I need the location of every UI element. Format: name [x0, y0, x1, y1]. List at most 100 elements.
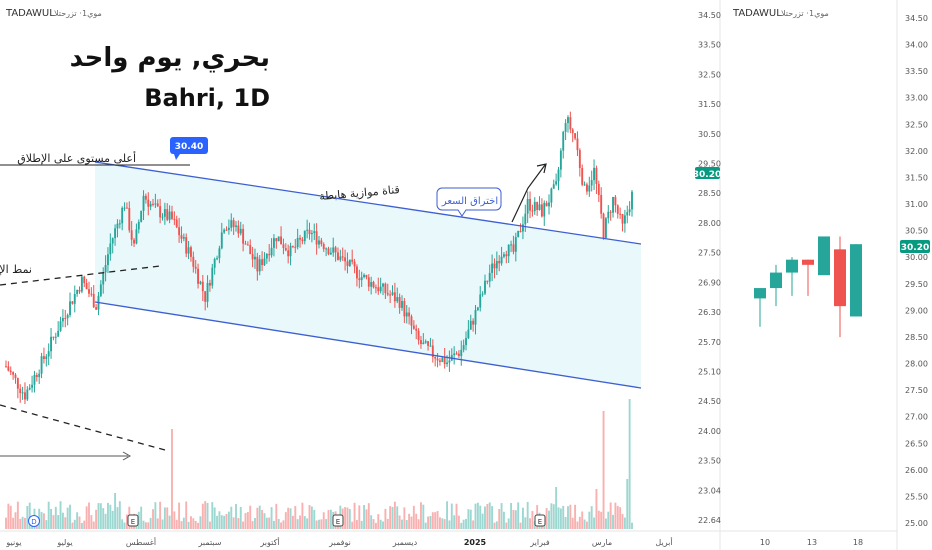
- volume-bar: [306, 518, 309, 529]
- candle-body: [628, 209, 631, 213]
- candle-body: [251, 254, 254, 260]
- candle-body: [351, 259, 354, 262]
- volume-bar: [367, 503, 370, 529]
- volume-bar: [517, 502, 520, 529]
- candle-body: [486, 280, 489, 282]
- volume-bar: [230, 506, 233, 529]
- volume-bar: [206, 502, 209, 529]
- candle-body: [99, 284, 102, 296]
- candle-body: [346, 261, 349, 266]
- candle-body: [182, 237, 185, 239]
- candle-body: [161, 216, 164, 218]
- volume-bar: [600, 511, 603, 529]
- candle-body: [35, 374, 38, 378]
- candle-body: [118, 223, 121, 225]
- volume-bar: [154, 502, 157, 529]
- main-interval-tag[interactable]: موي1: [82, 9, 102, 18]
- time-tick: 2025: [464, 538, 487, 547]
- price-tick: 30.50: [698, 130, 721, 139]
- volume-bar: [187, 521, 190, 529]
- candle-body: [446, 362, 448, 365]
- time-tick: أبريل: [655, 537, 672, 547]
- candle-body: [121, 207, 124, 224]
- volume-bar: [457, 515, 460, 529]
- volume-bar: [88, 502, 90, 529]
- candle-body: [166, 209, 169, 220]
- time-tick: مارس: [592, 538, 612, 547]
- candle-body: [538, 204, 541, 210]
- candle-body: [237, 225, 240, 234]
- volume-bar: [583, 519, 586, 529]
- candle-body: [457, 353, 460, 356]
- candle-body: [536, 201, 539, 210]
- price-tick: 28.50: [698, 189, 721, 198]
- mini-time-tick: 10: [760, 538, 770, 547]
- target-arrow-head: [122, 451, 132, 461]
- candle-body: [270, 247, 273, 256]
- candle-body: [235, 225, 237, 227]
- candle-body: [208, 282, 211, 286]
- volume-bar: [422, 504, 425, 529]
- mini-interval-tag[interactable]: موي1: [809, 9, 829, 18]
- candle-body: [66, 315, 69, 319]
- volume-bar: [308, 505, 311, 529]
- volume-bar: [616, 505, 619, 529]
- volume-bar: [441, 518, 444, 529]
- candle-body: [481, 293, 484, 295]
- mini-symbol[interactable]: TADAWUL: [732, 8, 782, 19]
- volume-bar: [526, 501, 529, 529]
- candle-body: [42, 356, 45, 359]
- volume-bar: [166, 507, 169, 529]
- candle-body: [294, 246, 297, 248]
- volume-bar: [434, 512, 437, 529]
- candle-body: [201, 281, 204, 292]
- candle-body: [602, 213, 605, 238]
- mini-price-tick: 30.50: [905, 227, 928, 236]
- volume-bar: [52, 515, 55, 529]
- mini-price-badge-box: [900, 240, 930, 253]
- candle-body: [78, 289, 81, 292]
- volume-bar: [275, 503, 278, 529]
- volume-bar: [405, 520, 408, 529]
- candle-body: [261, 259, 264, 266]
- mini-candle-body: [802, 259, 814, 265]
- volume-bar: [277, 518, 280, 529]
- volume-bar: [114, 493, 117, 529]
- volume-bar: [393, 501, 396, 529]
- volume-bar: [465, 518, 467, 529]
- volume-bar: [123, 522, 126, 529]
- candle-body: [564, 123, 567, 132]
- volume-bar: [161, 519, 164, 529]
- volume-bar: [512, 509, 515, 529]
- volume-bar: [410, 516, 413, 529]
- candle-body: [40, 356, 43, 374]
- candle-body: [398, 297, 401, 308]
- candle-body: [339, 256, 342, 260]
- candle-body: [303, 230, 306, 242]
- candle-body: [104, 265, 107, 273]
- mini-price-badge: 30.20: [901, 243, 929, 253]
- volume-bar: [510, 503, 513, 529]
- price-tick: 26.30: [698, 308, 721, 317]
- volume-bar: [125, 514, 128, 529]
- main-symbol[interactable]: TADAWUL: [5, 8, 55, 19]
- candle-body: [156, 203, 159, 207]
- chart-title-arabic: بحري, يوم واحد: [70, 43, 270, 73]
- candle-body: [393, 292, 396, 302]
- mini-symbol-sub: تزرحتلا ·: [781, 9, 809, 18]
- candle-body: [5, 366, 7, 368]
- candle-body: [595, 167, 598, 184]
- volume-bar: [370, 515, 373, 529]
- candle-body: [306, 229, 309, 231]
- candle-body: [320, 240, 323, 245]
- volume-bar: [619, 507, 622, 529]
- mini-price-tick: 29.00: [905, 306, 928, 315]
- candle-body: [38, 373, 41, 378]
- mini-price-tick: 28.50: [905, 333, 928, 342]
- candle-body: [220, 232, 223, 249]
- candle-body: [597, 183, 600, 195]
- channel-lower-line: [94, 301, 642, 389]
- candle-body: [590, 180, 593, 186]
- volume-bar: [479, 505, 482, 529]
- candle-body: [353, 261, 356, 267]
